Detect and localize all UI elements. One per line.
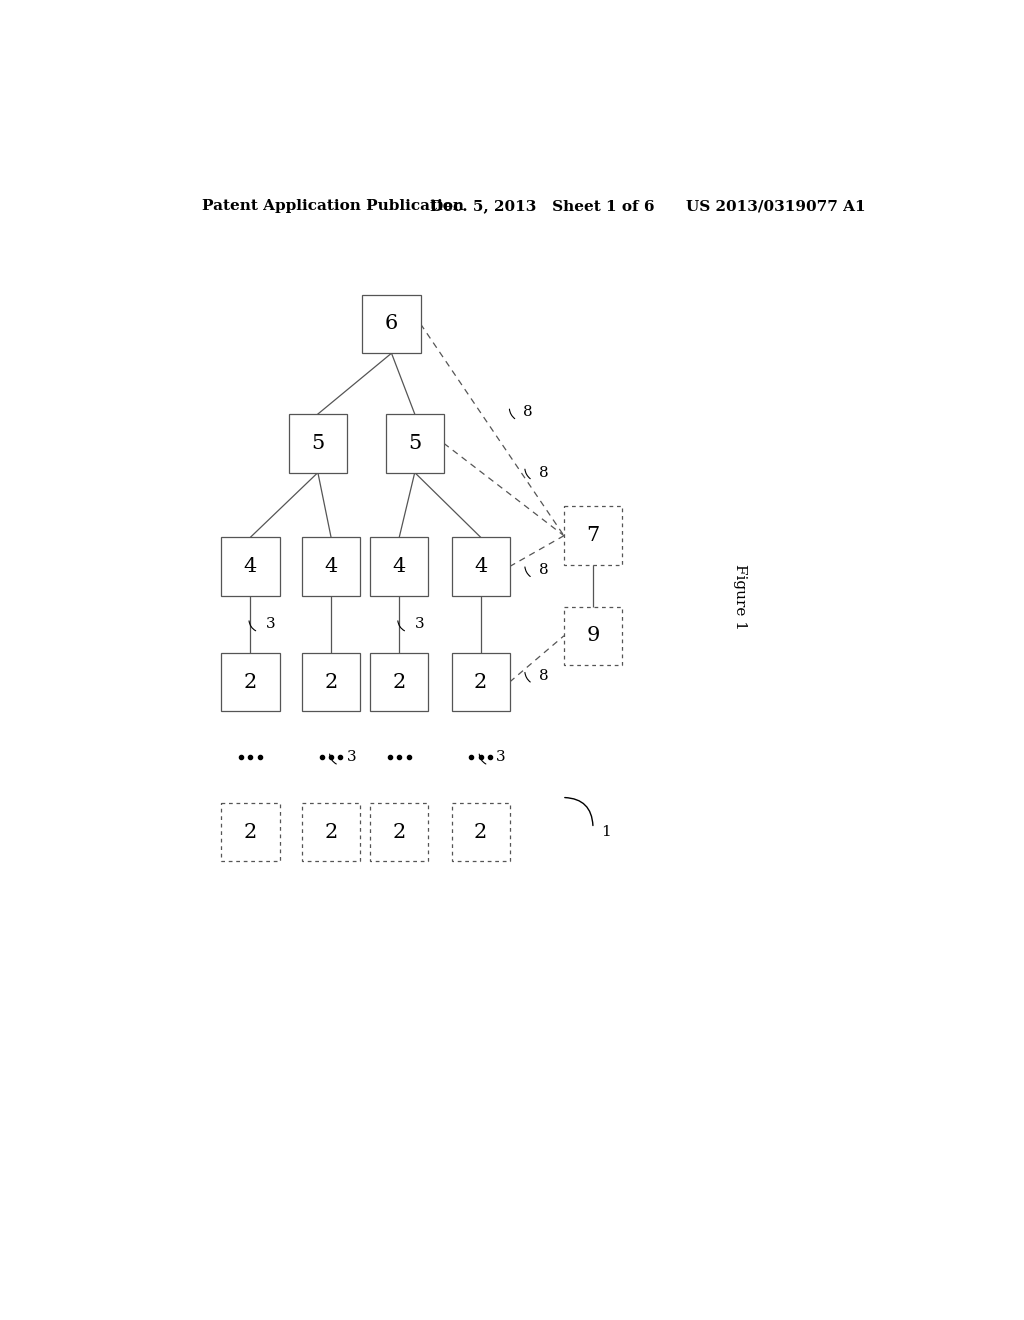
Text: 4: 4 — [244, 557, 257, 576]
Text: 8: 8 — [523, 405, 532, 420]
Bar — [289, 414, 347, 473]
Bar — [371, 537, 428, 595]
Text: Dec. 5, 2013   Sheet 1 of 6: Dec. 5, 2013 Sheet 1 of 6 — [430, 199, 654, 213]
Text: 2: 2 — [325, 672, 338, 692]
Text: 8: 8 — [539, 669, 549, 682]
Text: 4: 4 — [392, 557, 406, 576]
Text: 2: 2 — [392, 822, 406, 842]
Text: 9: 9 — [587, 626, 600, 645]
Text: 7: 7 — [587, 527, 600, 545]
Bar — [371, 803, 428, 862]
Text: 2: 2 — [244, 822, 257, 842]
Bar — [452, 653, 510, 711]
Bar — [371, 653, 428, 711]
Text: 2: 2 — [392, 672, 406, 692]
Text: 3: 3 — [346, 751, 356, 764]
Text: 1: 1 — [601, 825, 610, 840]
Text: 5: 5 — [311, 434, 325, 453]
Bar — [302, 653, 360, 711]
Bar — [302, 803, 360, 862]
Text: US 2013/0319077 A1: US 2013/0319077 A1 — [686, 199, 865, 213]
Bar — [386, 414, 443, 473]
Text: 8: 8 — [539, 564, 549, 577]
Text: 3: 3 — [496, 751, 506, 764]
Text: 2: 2 — [474, 672, 487, 692]
Text: 3: 3 — [266, 618, 275, 631]
Text: 2: 2 — [244, 672, 257, 692]
Bar — [452, 803, 510, 862]
Bar — [221, 653, 280, 711]
Text: 6: 6 — [385, 314, 398, 334]
Text: 8: 8 — [539, 466, 549, 479]
Text: Patent Application Publication: Patent Application Publication — [202, 199, 464, 213]
Text: 2: 2 — [474, 822, 487, 842]
Text: 4: 4 — [325, 557, 338, 576]
Text: 3: 3 — [415, 618, 424, 631]
Bar — [302, 537, 360, 595]
Bar — [564, 507, 622, 565]
Bar — [452, 537, 510, 595]
Bar — [362, 294, 421, 354]
Text: 4: 4 — [474, 557, 487, 576]
Text: Figure 1: Figure 1 — [733, 565, 748, 630]
Bar — [564, 607, 622, 665]
Text: 2: 2 — [325, 822, 338, 842]
Bar — [221, 537, 280, 595]
Bar — [221, 803, 280, 862]
Text: 5: 5 — [409, 434, 421, 453]
